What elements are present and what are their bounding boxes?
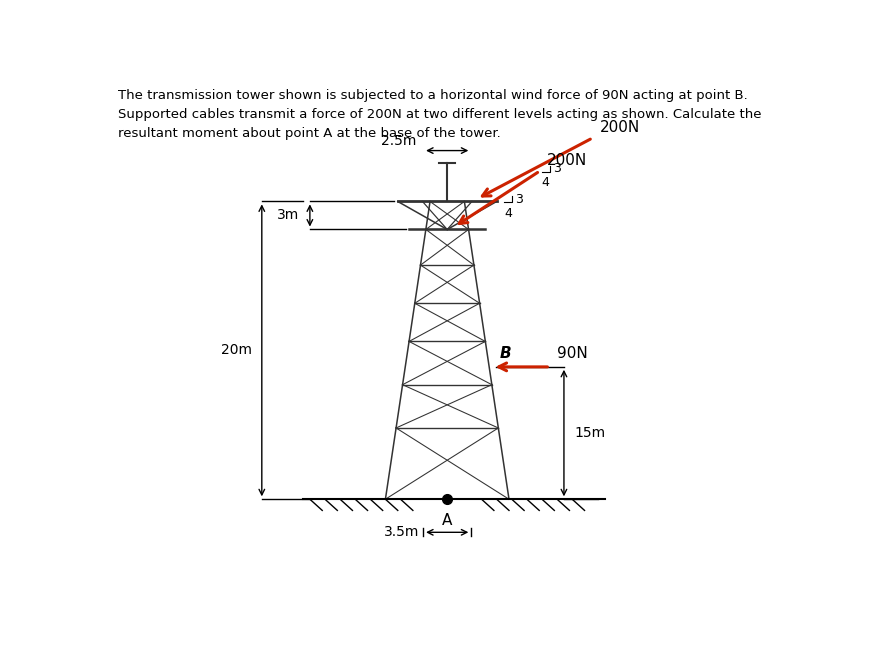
Text: 20m: 20m bbox=[221, 343, 252, 358]
Text: 3: 3 bbox=[553, 163, 561, 175]
Text: B: B bbox=[500, 346, 511, 361]
Text: 200N: 200N bbox=[600, 120, 640, 136]
Text: A: A bbox=[442, 514, 453, 529]
Text: 4: 4 bbox=[542, 176, 549, 189]
Text: 200N: 200N bbox=[547, 153, 587, 169]
Text: 90N: 90N bbox=[557, 346, 587, 361]
Text: 3.5m: 3.5m bbox=[385, 525, 420, 539]
Text: 2.5m: 2.5m bbox=[381, 134, 416, 148]
Text: 3: 3 bbox=[515, 193, 523, 206]
Text: 4: 4 bbox=[504, 207, 512, 219]
Text: The transmission tower shown is subjected to a horizontal wind force of 90N acti: The transmission tower shown is subjecte… bbox=[118, 89, 761, 141]
Text: 3m: 3m bbox=[277, 208, 299, 223]
Text: 15m: 15m bbox=[574, 426, 605, 440]
